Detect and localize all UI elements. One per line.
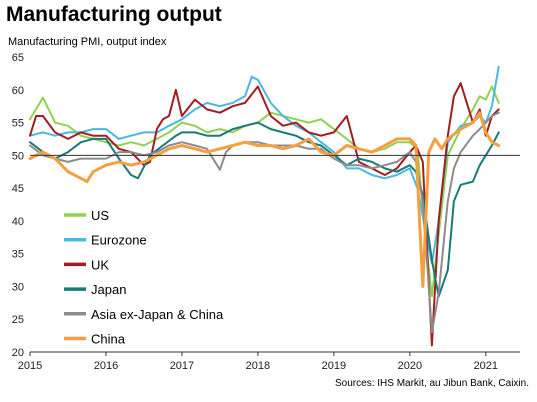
x-tick-label: 2016 xyxy=(94,360,118,372)
y-axis-label: Manufacturing PMI, output index xyxy=(8,36,167,48)
y-tick-label: 50 xyxy=(12,150,24,162)
legend-label-japan: Japan xyxy=(91,282,126,297)
x-tick-label: 2015 xyxy=(18,360,42,372)
y-tick-label: 45 xyxy=(12,183,24,195)
y-tick-label: 60 xyxy=(12,85,24,97)
legend-label-eurozone: Eurozone xyxy=(91,233,147,248)
x-tick-label: 2017 xyxy=(170,360,194,372)
legend-label-asia-ex-japan-china: Asia ex-Japan & China xyxy=(91,307,224,322)
series-line-us xyxy=(29,85,500,298)
series-line-china xyxy=(28,111,501,288)
series-line-asia-ex-japan-china xyxy=(29,111,500,334)
source-note: Sources: IHS Markit, au Jibun Bank, Caix… xyxy=(335,378,529,389)
x-tick-label: 2019 xyxy=(322,360,346,372)
x-tick-label: 2018 xyxy=(246,360,270,372)
y-tick-label: 55 xyxy=(12,118,24,130)
y-tick-label: 35 xyxy=(12,249,24,261)
series-line-uk xyxy=(29,82,500,347)
legend-label-us: US xyxy=(91,208,109,223)
page-title: Manufacturing output xyxy=(6,3,222,26)
y-tick-label: 20 xyxy=(12,347,24,359)
x-tick-label: 2021 xyxy=(474,360,498,372)
x-tick-label: 2020 xyxy=(398,360,422,372)
y-tick-label: 65 xyxy=(12,52,24,64)
y-tick-label: 25 xyxy=(12,314,24,326)
legend-label-china: China xyxy=(91,332,126,347)
y-tick-label: 40 xyxy=(12,216,24,228)
legend-label-uk: UK xyxy=(91,257,109,272)
y-tick-label: 30 xyxy=(12,281,24,293)
